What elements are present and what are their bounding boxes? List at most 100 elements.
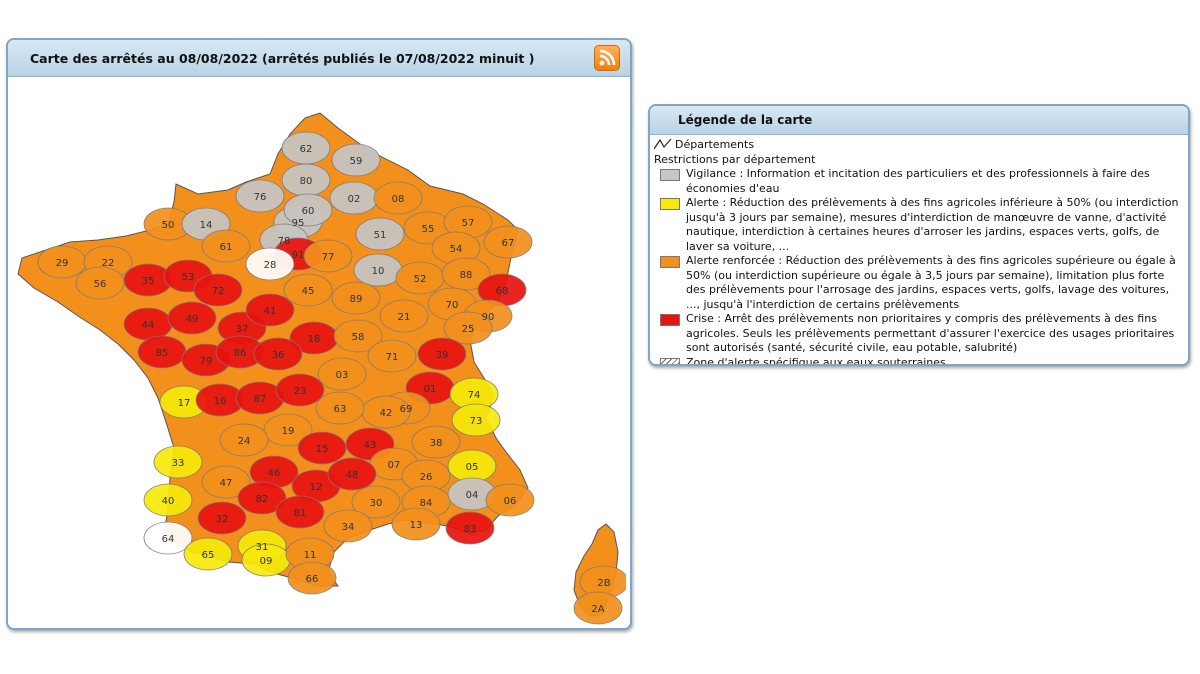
department-label-64: 64	[162, 534, 175, 545]
department-2A-area[interactable]	[573, 591, 623, 625]
department-25-area[interactable]	[443, 311, 493, 345]
department-88-area[interactable]	[441, 257, 491, 291]
alerte-renforcee-swatch	[660, 256, 680, 268]
department-59-area[interactable]	[331, 143, 381, 177]
department-label-68: 68	[496, 286, 509, 297]
legend-text-crise: Crise : Arrêt des prélèvements non prior…	[686, 312, 1175, 354]
legend-panel: Légende de la carte Départements Restric…	[648, 104, 1190, 366]
department-label-2B: 2B	[597, 578, 610, 589]
department-49-area[interactable]	[167, 301, 217, 335]
department-28-area[interactable]	[245, 247, 295, 281]
department-label-81: 81	[294, 508, 307, 519]
department-82-area[interactable]	[237, 481, 287, 515]
department-label-51: 51	[374, 230, 387, 241]
department-label-71: 71	[386, 352, 399, 363]
department-label-46: 46	[268, 468, 281, 479]
legend-body: Départements Restrictions par départemen…	[650, 135, 1188, 364]
department-89-area[interactable]	[331, 281, 381, 315]
department-51-area[interactable]	[355, 217, 405, 251]
department-73-area[interactable]	[451, 403, 501, 437]
department-label-09: 09	[260, 556, 273, 567]
department-label-88: 88	[460, 270, 473, 281]
department-19-area[interactable]	[263, 413, 313, 447]
department-label-19: 19	[282, 426, 295, 437]
department-41-area[interactable]	[245, 293, 295, 327]
department-13-area[interactable]	[391, 507, 441, 541]
department-label-83: 83	[464, 524, 477, 535]
department-label-79: 79	[200, 356, 213, 367]
department-label-49: 49	[186, 314, 199, 325]
department-45-area[interactable]	[283, 273, 333, 307]
department-39-area[interactable]	[417, 337, 467, 371]
department-40-area[interactable]	[143, 483, 193, 517]
department-border-icon	[654, 138, 672, 150]
department-71-area[interactable]	[367, 339, 417, 373]
department-label-95: 95	[292, 218, 305, 229]
department-label-50: 50	[162, 220, 175, 231]
department-label-12: 12	[310, 482, 323, 493]
department-63-area[interactable]	[315, 391, 365, 425]
department-label-25: 25	[462, 324, 475, 335]
department-03-area[interactable]	[317, 357, 367, 391]
vigilance-swatch	[660, 169, 680, 181]
department-label-03: 03	[336, 370, 349, 381]
department-label-15: 15	[316, 444, 329, 455]
department-label-04: 04	[466, 490, 479, 501]
department-label-80: 80	[300, 176, 313, 187]
department-label-17: 17	[178, 398, 191, 409]
department-label-41: 41	[264, 306, 277, 317]
department-15-area[interactable]	[297, 431, 347, 465]
department-66-area[interactable]	[287, 561, 337, 595]
department-48-area[interactable]	[327, 457, 377, 491]
legend-item-alerte-renforcee: Alerte renforcée : Réduction des prélève…	[654, 254, 1188, 312]
department-64-area[interactable]	[143, 521, 193, 555]
department-24-area[interactable]	[219, 423, 269, 457]
zone-souterraine-swatch	[660, 357, 680, 364]
department-label-21: 21	[398, 312, 411, 323]
department-83-area[interactable]	[445, 511, 495, 545]
department-33-area[interactable]	[153, 445, 203, 479]
department-label-84: 84	[420, 498, 433, 509]
department-label-43: 43	[364, 440, 377, 451]
department-72-area[interactable]	[193, 273, 243, 307]
department-36-area[interactable]	[253, 337, 303, 371]
department-label-63: 63	[334, 404, 347, 415]
department-30-area[interactable]	[351, 485, 401, 519]
legend-text-alerte-renforcee: Alerte renforcée : Réduction des prélève…	[686, 254, 1176, 311]
department-47-area[interactable]	[201, 465, 251, 499]
department-label-44: 44	[142, 320, 155, 331]
department-32-area[interactable]	[197, 501, 247, 535]
department-label-89: 89	[350, 294, 363, 305]
department-label-2A: 2A	[591, 604, 604, 615]
department-76-area[interactable]	[235, 179, 285, 213]
department-81-area[interactable]	[275, 495, 325, 529]
department-58-area[interactable]	[333, 319, 383, 353]
department-77-area[interactable]	[303, 239, 353, 273]
department-label-87: 87	[254, 394, 267, 405]
department-label-73: 73	[470, 416, 483, 427]
department-23-area[interactable]	[275, 373, 325, 407]
department-label-34: 34	[342, 522, 355, 533]
department-67-area[interactable]	[483, 225, 533, 259]
crise-swatch	[660, 314, 680, 326]
department-label-56: 56	[94, 279, 107, 290]
department-label-24: 24	[238, 436, 251, 447]
rss-feed-icon[interactable]	[594, 45, 620, 71]
department-34-area[interactable]	[323, 509, 373, 543]
legend-restrictions-row: Restrictions par département	[654, 153, 1188, 168]
department-label-02: 02	[348, 194, 361, 205]
department-label-91: 91	[292, 250, 305, 261]
department-label-08: 08	[392, 194, 405, 205]
department-38-area[interactable]	[411, 425, 461, 459]
map-title: Carte des arrêtés au 08/08/2022 (arrêtés…	[30, 50, 535, 66]
department-65-area[interactable]	[183, 537, 233, 571]
department-label-70: 70	[446, 300, 459, 311]
department-06-area[interactable]	[485, 483, 535, 517]
department-61-area[interactable]	[201, 229, 251, 263]
department-60-area[interactable]	[283, 193, 333, 227]
department-label-38: 38	[430, 438, 443, 449]
department-08-area[interactable]	[373, 181, 423, 215]
department-21-area[interactable]	[379, 299, 429, 333]
department-label-57: 57	[462, 218, 475, 229]
